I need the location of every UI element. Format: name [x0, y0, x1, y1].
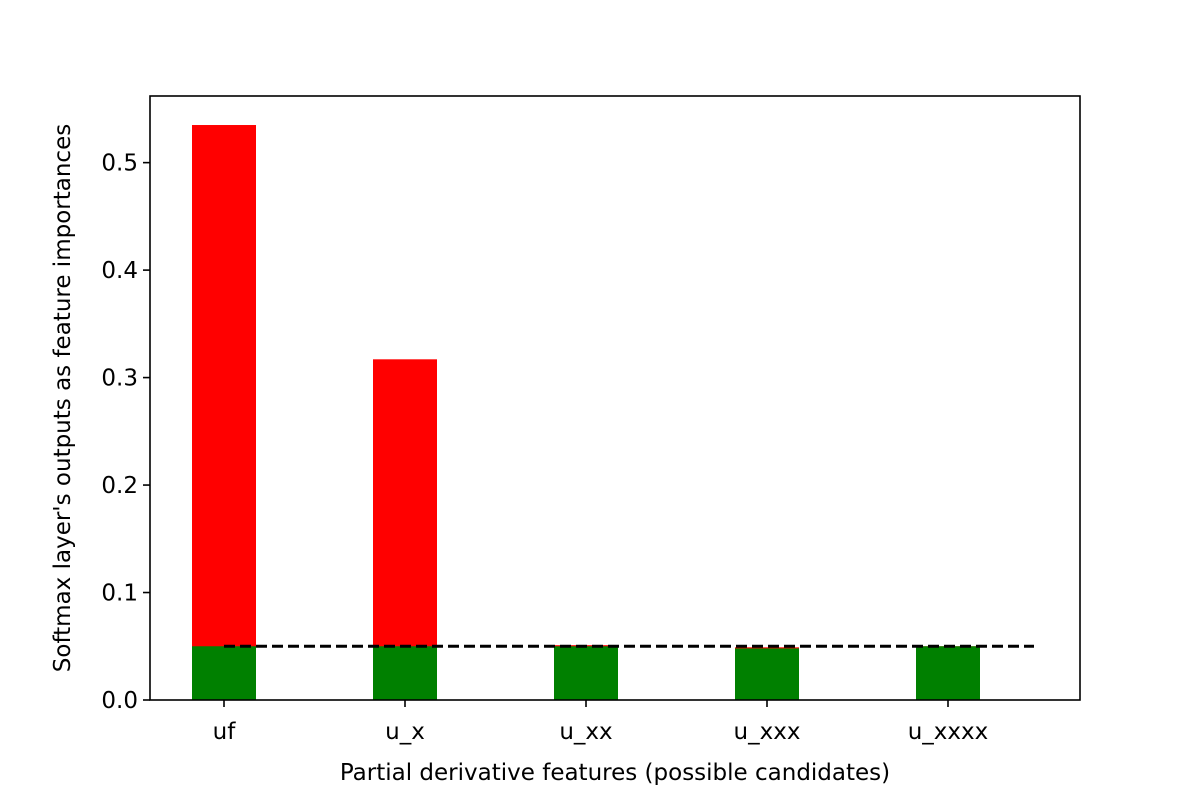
y-tick-label: 0.1	[101, 581, 138, 607]
bar-u_xx-series-1	[554, 646, 618, 700]
y-axis-title: Softmax layer's outputs as feature impor…	[50, 124, 76, 672]
bar-uf-series-1	[192, 646, 256, 700]
bar-u_xxxx-series-1	[916, 646, 980, 700]
y-tick-label: 0.0	[101, 688, 138, 714]
x-tick-label-u_xx: u_xx	[559, 719, 612, 745]
bar-u_x-series-0	[373, 359, 437, 700]
bar-uf-series-0	[192, 125, 256, 700]
bar-u_xxx-series-1	[735, 648, 799, 700]
x-tick-label-u_xxxx: u_xxxx	[908, 719, 989, 745]
y-tick-label: 0.5	[101, 151, 138, 177]
x-axis-title: Partial derivative features (possible ca…	[340, 760, 890, 786]
y-axis: 0.0 0.1 0.2 0.3 0.4 0.5	[101, 151, 150, 714]
bar-u_x-series-1	[373, 646, 437, 700]
bars-layer	[192, 125, 980, 700]
x-tick-label-u_xxx: u_xxx	[734, 719, 801, 745]
x-tick-label-uf: uf	[213, 719, 237, 745]
y-tick-label: 0.2	[101, 473, 138, 499]
x-tick-label-u_x: u_x	[385, 719, 425, 745]
x-axis: uf u_x u_xx u_xxx u_xxxx	[213, 700, 989, 745]
y-tick-label: 0.3	[101, 366, 138, 392]
plot-frame	[149, 95, 1081, 701]
y-tick-label: 0.4	[101, 258, 138, 284]
